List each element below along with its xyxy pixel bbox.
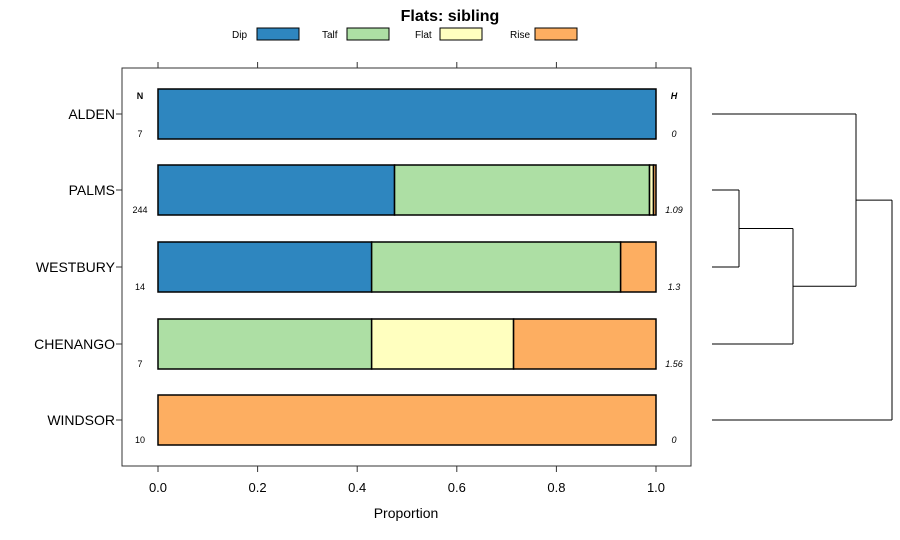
h-value: 1.56 (665, 359, 683, 369)
bar-chenango-rise (512, 318, 657, 370)
n-value: 7 (137, 359, 142, 369)
category-label-chenango: CHENANGO (34, 336, 115, 352)
bar-westbury-rise (619, 241, 657, 293)
legend-swatch-rise (534, 27, 578, 41)
legend-swatch-dip (256, 27, 300, 41)
x-tick-label: 0.6 (448, 480, 466, 495)
bar-alden-dip (157, 88, 657, 140)
x-tick-label: 0.0 (149, 480, 167, 495)
h-value: 0 (671, 129, 676, 139)
h-column-header: H (671, 91, 678, 101)
legend-label-flat: Flat (415, 30, 432, 41)
x-tick-label: 0.4 (348, 480, 366, 495)
legend-label-rise: Rise (510, 30, 530, 41)
bar-westbury-dip (157, 241, 373, 293)
n-column-header: N (137, 91, 144, 101)
n-value: 10 (135, 435, 145, 445)
h-value: 0 (671, 435, 676, 445)
x-tick-label: 0.2 (249, 480, 267, 495)
n-value: 244 (132, 205, 147, 215)
legend-swatch-flat (439, 27, 483, 41)
h-value: 1.09 (665, 205, 683, 215)
h-value: 1.3 (668, 282, 681, 292)
bars-layer (157, 88, 657, 446)
bar-palms-talf (393, 164, 651, 216)
n-value: 7 (137, 129, 142, 139)
chart-title: Flats: sibling (401, 8, 500, 25)
category-labels: ALDEN PALMS WESTBURY CHENANGO WINDSOR (34, 106, 122, 428)
category-label-alden: ALDEN (68, 106, 115, 122)
bar-westbury-talf (370, 241, 622, 293)
n-value: 14 (135, 282, 145, 292)
legend: Dip Talf Flat Rise (232, 27, 578, 41)
x-axis-label: Proportion (374, 505, 439, 521)
x-axis: 0.0 0.2 0.4 0.6 0.8 1.0 (149, 466, 665, 495)
x-tick-label: 0.8 (547, 480, 565, 495)
top-axis-ticks (157, 62, 657, 68)
n-h-annotations: N H 7 0 244 1.09 14 1.3 7 1.56 10 0 (132, 91, 682, 445)
bar-palms-rise (652, 164, 657, 216)
legend-label-dip: Dip (232, 30, 247, 41)
category-label-palms: PALMS (69, 182, 115, 198)
category-label-westbury: WESTBURY (36, 259, 116, 275)
legend-swatch-talf (346, 27, 390, 41)
bar-palms-dip (157, 164, 396, 216)
bar-chenango-flat (370, 318, 515, 370)
bar-windsor-rise (157, 394, 657, 446)
category-label-windsor: WINDSOR (47, 412, 115, 428)
dendrogram (712, 113, 893, 421)
legend-label-talf: Talf (322, 30, 338, 41)
x-tick-label: 1.0 (647, 480, 665, 495)
bar-chenango-talf (157, 318, 373, 370)
